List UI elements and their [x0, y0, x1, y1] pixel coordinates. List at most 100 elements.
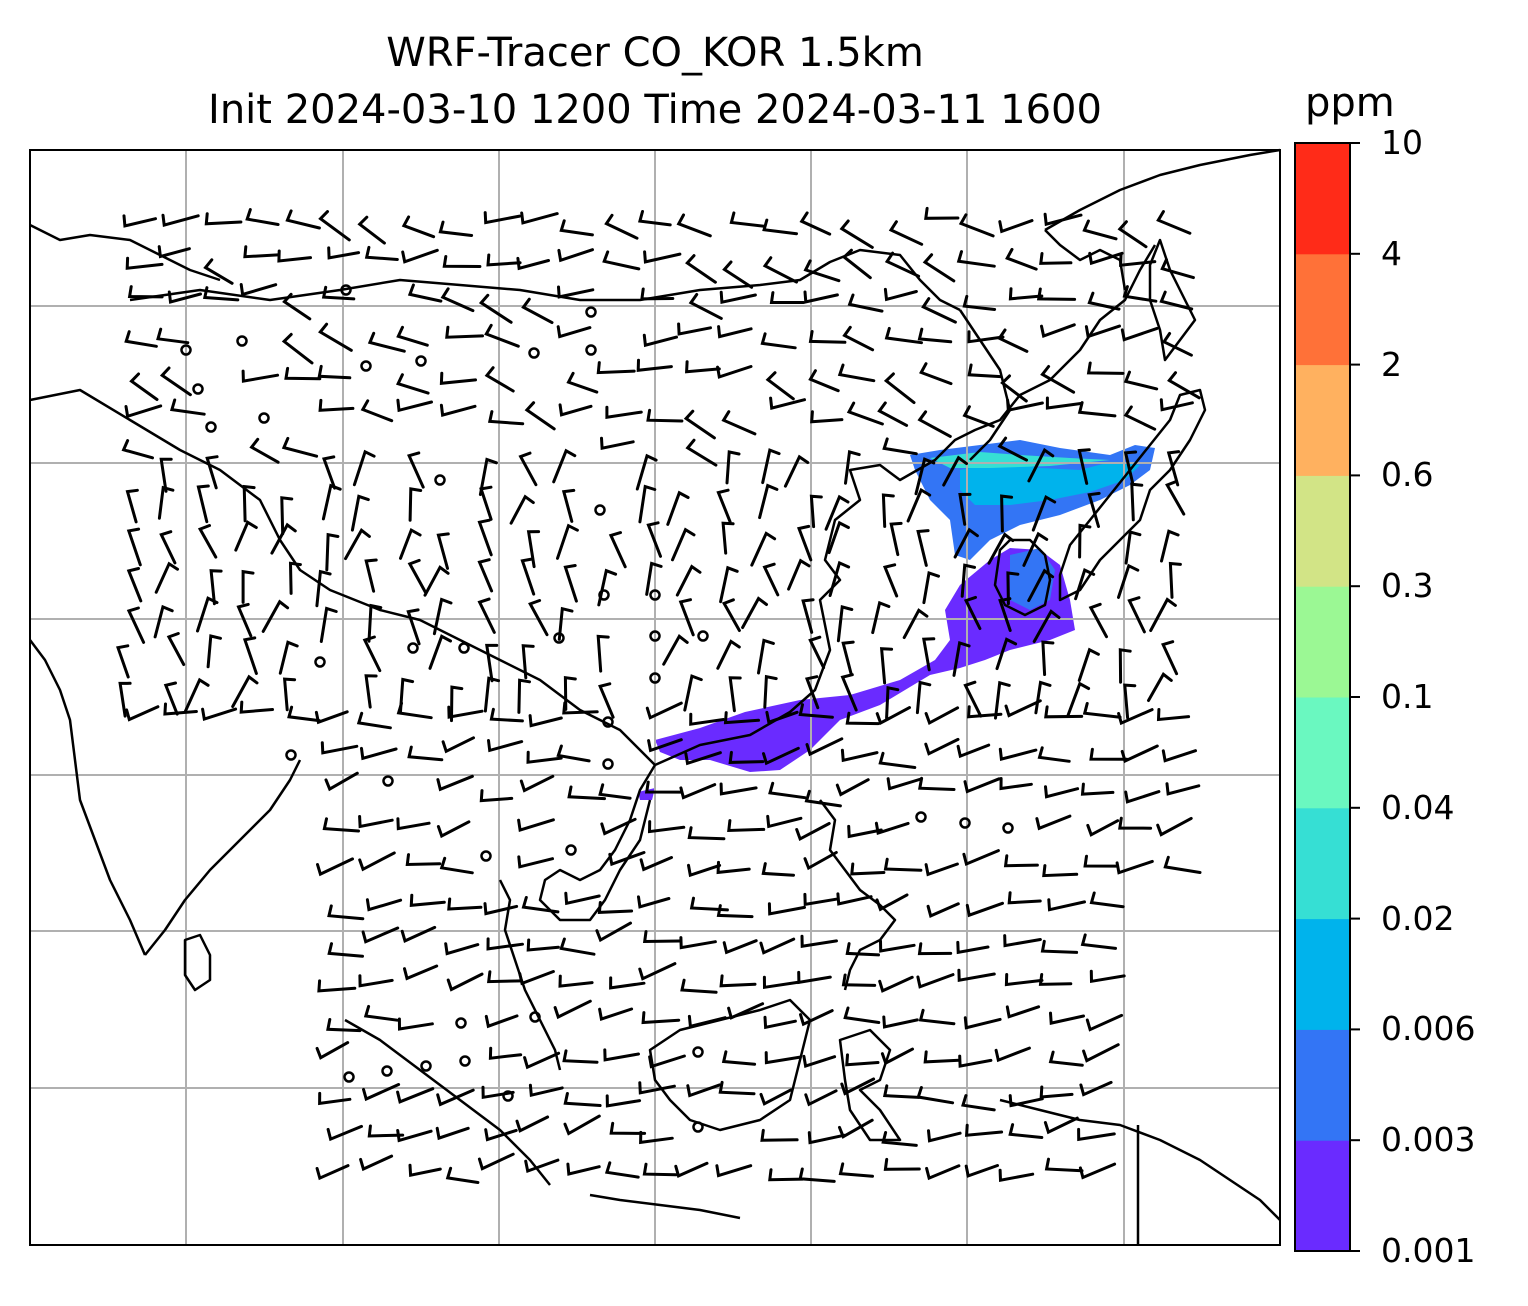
wind-barb — [845, 942, 880, 957]
wind-barb — [1005, 247, 1038, 271]
wind-barb — [1078, 523, 1092, 559]
wind-barb — [1123, 450, 1138, 484]
wind-barb — [769, 396, 806, 410]
wind-barb — [1087, 491, 1101, 528]
wind-barb — [520, 211, 559, 225]
wind-barb — [768, 1168, 805, 1182]
wind-barb — [516, 256, 550, 271]
wind-barb — [439, 371, 477, 385]
wind-barb — [364, 245, 399, 261]
wind-barb — [1147, 672, 1173, 702]
wind-barb — [557, 248, 594, 263]
wind-barb — [126, 567, 143, 603]
calm-wind-circle — [565, 844, 577, 856]
wind-barb — [924, 862, 959, 877]
wind-barb — [871, 600, 891, 635]
wind-barb — [995, 637, 1018, 671]
wind-barb — [127, 285, 164, 299]
wind-barb — [877, 401, 909, 427]
wind-barb — [883, 1157, 921, 1171]
wind-barb — [1077, 448, 1091, 485]
wind-barb — [159, 457, 173, 493]
wind-barb — [762, 218, 798, 236]
wind-barb — [641, 1011, 681, 1025]
wind-barb — [282, 677, 297, 712]
wind-barb — [1119, 253, 1157, 267]
wind-barb — [1089, 891, 1125, 909]
wind-barb — [961, 1094, 996, 1112]
wind-barb — [318, 1091, 352, 1106]
wind-barb — [964, 1164, 999, 1178]
wind-barb — [879, 647, 894, 685]
wind-barb — [317, 979, 357, 993]
wind-barb — [963, 1016, 1002, 1030]
wind-barb — [809, 494, 823, 529]
wind-barb — [361, 926, 400, 944]
wind-barb — [882, 563, 899, 598]
wind-barb — [484, 323, 520, 348]
wind-barb — [281, 332, 314, 365]
calm-wind-circle — [553, 632, 565, 644]
wind-barb — [553, 999, 592, 1020]
wind-barb — [479, 485, 493, 521]
wind-barb — [314, 710, 349, 725]
wind-barb — [687, 826, 726, 841]
wind-barb — [562, 1049, 599, 1064]
colorbar-tick-label: 0.1 — [1381, 677, 1434, 716]
wind-barb — [958, 492, 972, 526]
wind-barb — [509, 494, 535, 525]
wind-barb — [966, 705, 1003, 719]
wind-barb — [728, 750, 765, 764]
wind-barb — [1040, 365, 1076, 394]
wind-barb — [407, 745, 444, 762]
wind-barb — [685, 360, 721, 374]
wind-barb — [486, 937, 524, 951]
wind-barb — [956, 250, 996, 268]
wind-barb — [167, 290, 202, 304]
colorbar — [1294, 142, 1360, 1252]
wind-barb — [1040, 939, 1079, 954]
wind-barb — [1007, 891, 1042, 905]
wind-barb — [408, 1163, 442, 1178]
wind-barb — [556, 744, 591, 763]
wind-barb — [838, 1118, 874, 1139]
wind-barb — [563, 564, 578, 603]
wind-barb — [1032, 609, 1061, 643]
wind-barb — [828, 560, 851, 597]
wind-barb — [405, 853, 442, 867]
wind-barb — [846, 401, 884, 426]
wind-barb — [728, 676, 742, 713]
wind-barb — [604, 213, 639, 240]
wind-barb — [445, 1166, 480, 1184]
wind-barb — [1117, 220, 1148, 249]
wind-barb — [797, 970, 832, 985]
wind-barb — [318, 322, 353, 352]
wind-barb — [486, 253, 522, 267]
wind-barb — [676, 213, 712, 238]
wind-barb — [557, 285, 595, 299]
coast-japan-north — [1148, 238, 1197, 362]
wind-barb — [1044, 785, 1080, 799]
wind-barb — [428, 634, 452, 670]
wind-barb — [717, 325, 753, 339]
wind-barb — [558, 403, 593, 417]
wind-barb — [847, 293, 884, 313]
wind-barb — [597, 568, 618, 607]
wind-barb — [769, 291, 805, 304]
wind-barb — [196, 596, 219, 633]
wind-barb — [765, 371, 795, 401]
wind-barb — [1083, 854, 1118, 868]
wind-barb — [998, 219, 1034, 234]
wind-barb — [644, 780, 683, 794]
wind-barb — [1027, 447, 1055, 483]
wind-barb — [487, 410, 525, 426]
wind-barb — [285, 209, 321, 230]
wind-barb — [1163, 855, 1202, 874]
wind-barb — [317, 364, 352, 380]
wind-barb — [837, 363, 876, 383]
wind-barb — [523, 1051, 561, 1070]
wind-barb — [962, 405, 995, 428]
wind-barb — [1123, 370, 1159, 391]
wind-barb — [319, 606, 338, 643]
wind-barb — [1008, 1094, 1044, 1108]
